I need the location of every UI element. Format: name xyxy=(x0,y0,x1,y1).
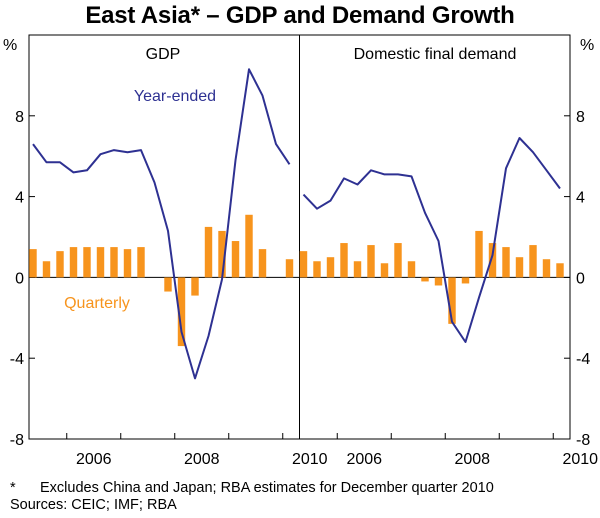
bar-quarterly xyxy=(394,243,402,278)
bar-quarterly xyxy=(285,259,294,278)
bar-quarterly xyxy=(191,277,199,296)
x-tick-label: 2010 xyxy=(562,451,598,468)
panel-frame xyxy=(28,34,571,440)
y-tick-label-right: -8 xyxy=(576,432,590,449)
bar-quarterly xyxy=(515,257,524,278)
bar-quarterly xyxy=(96,247,105,278)
bar-quarterly xyxy=(380,263,389,278)
bar-quarterly xyxy=(258,249,267,278)
y-tick-label-right: 0 xyxy=(576,270,585,287)
y-tick-label-left: 4 xyxy=(15,190,24,207)
legend-quarterly: Quarterly xyxy=(64,295,130,312)
panel-title-gdp: GDP xyxy=(146,46,181,63)
y-tick-label-right: 8 xyxy=(576,109,585,126)
bar-quarterly xyxy=(42,261,51,278)
y-tick-label-left: -8 xyxy=(10,432,24,449)
bar-quarterly xyxy=(164,277,172,292)
axis-ticks: -8 -8 -4 -4 0 0 4 4 8 8 2006 2008 2010 2006 2008 2010 xyxy=(10,109,598,468)
x-tick-label: 2006 xyxy=(76,451,112,468)
bar-quarterly xyxy=(177,277,186,347)
line-year-ended xyxy=(302,137,561,343)
bar-quarterly xyxy=(313,261,321,278)
bar-quarterly xyxy=(529,245,537,278)
bar-quarterly xyxy=(461,277,470,284)
bar-quarterly xyxy=(69,247,78,278)
y-tick-label-left: 0 xyxy=(15,270,24,287)
bar-quarterly xyxy=(245,214,253,278)
bar-quarterly xyxy=(353,261,362,278)
chart-title: East Asia* – GDP and Demand Growth xyxy=(85,2,515,29)
sources: Sources: CEIC; IMF; RBA xyxy=(10,497,177,513)
bar-quarterly xyxy=(231,241,240,278)
units-right-label: % xyxy=(580,37,594,54)
footnote-text: Excludes China and Japan; RBA estimates … xyxy=(40,480,494,496)
x-tick-label: 2006 xyxy=(346,451,382,468)
bar-quarterly xyxy=(421,277,429,282)
bar-quarterly xyxy=(407,261,416,278)
y-tick-label-right: 4 xyxy=(576,190,585,207)
bar-quarterly xyxy=(475,230,483,278)
series-marks xyxy=(29,68,564,380)
panel-title-demand: Domestic final demand xyxy=(354,46,517,63)
bar-quarterly xyxy=(556,263,564,278)
x-tick-label: 2010 xyxy=(292,451,328,468)
bar-quarterly xyxy=(434,277,443,286)
bar-quarterly xyxy=(340,243,348,278)
bar-quarterly xyxy=(56,251,64,278)
bar-quarterly xyxy=(123,249,132,278)
units-left-label: % xyxy=(3,37,17,54)
bar-quarterly xyxy=(218,230,226,278)
bar-quarterly xyxy=(326,257,335,278)
bar-quarterly xyxy=(502,247,510,278)
bar-quarterly xyxy=(83,247,91,278)
bar-quarterly xyxy=(448,277,456,324)
bar-quarterly xyxy=(299,251,308,278)
line-year-ended xyxy=(32,68,291,380)
y-tick-label-left: -4 xyxy=(10,351,24,368)
y-tick-label-right: -4 xyxy=(576,351,590,368)
footnote-marker: * xyxy=(10,480,16,496)
bar-quarterly xyxy=(488,243,497,278)
bar-quarterly xyxy=(137,247,145,278)
bar-quarterly xyxy=(542,259,551,278)
y-tick-label-left: 8 xyxy=(15,109,24,126)
bar-quarterly xyxy=(29,249,37,278)
footnote: * Excludes China and Japan; RBA estimates… xyxy=(10,480,494,496)
x-tick-label: 2008 xyxy=(454,451,490,468)
bar-quarterly xyxy=(367,245,375,278)
legend-year-ended: Year-ended xyxy=(134,88,216,105)
x-tick-label: 2008 xyxy=(184,451,220,468)
bar-quarterly xyxy=(110,247,118,278)
bar-quarterly xyxy=(204,226,213,278)
